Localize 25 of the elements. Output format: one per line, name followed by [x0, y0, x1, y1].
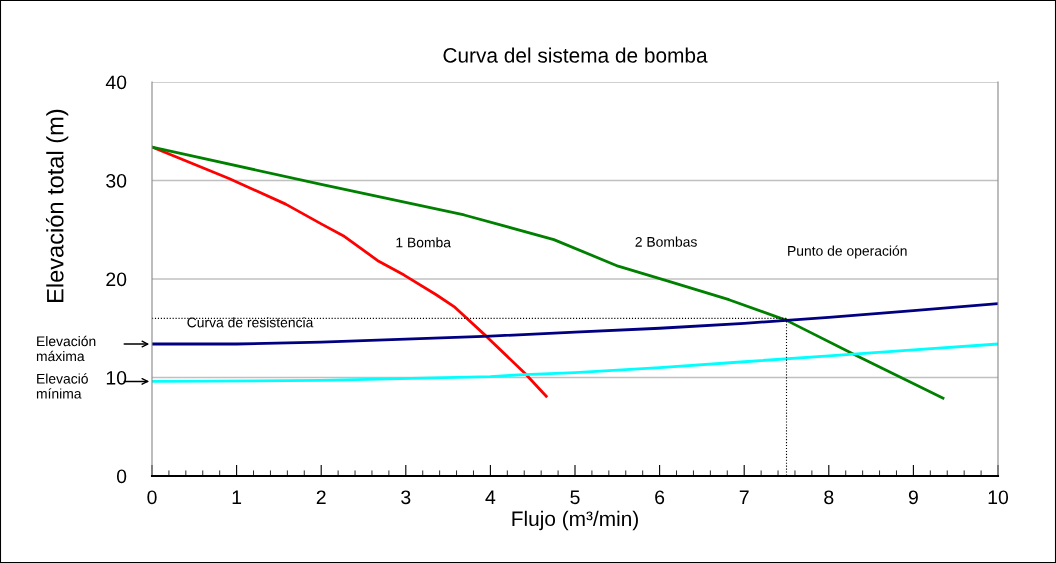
- y-tick-label: 30: [106, 173, 127, 188]
- annotation: Punto de operación: [788, 245, 907, 259]
- x-tick-label: 0: [147, 490, 157, 505]
- x-tick-label: 7: [739, 490, 749, 504]
- x-tick-label: 10: [988, 490, 1009, 505]
- x-tick-label: 5: [570, 490, 580, 505]
- x-tick-label: 2: [316, 490, 326, 504]
- x-axis-title: Flujo (m³/min): [512, 510, 638, 531]
- series-label: 1 Bomba: [396, 237, 451, 248]
- text: Elevación máxima: [36, 335, 96, 362]
- x-tick-label: 8: [824, 490, 834, 505]
- y-axis-title: Elevación total (m): [45, 109, 69, 302]
- y-tick-label: 20: [106, 272, 127, 287]
- series-label: 2 Bombas: [635, 236, 697, 247]
- y-tick-label: 40: [105, 75, 127, 90]
- y-tick-label: 0: [116, 469, 127, 484]
- x-tick-label: 4: [485, 490, 496, 504]
- x-tick-label: 3: [401, 490, 411, 505]
- x-tick-label: 6: [655, 490, 665, 505]
- y-tick-label: 10: [106, 370, 127, 385]
- x-tick-label: 1: [232, 490, 242, 504]
- chart-title: Curva del sistema de bomba: [443, 47, 708, 63]
- series-label: Curva de resistencia: [187, 317, 314, 328]
- x-tick-label: 9: [908, 490, 918, 505]
- text: Elevació mínima: [36, 373, 88, 399]
